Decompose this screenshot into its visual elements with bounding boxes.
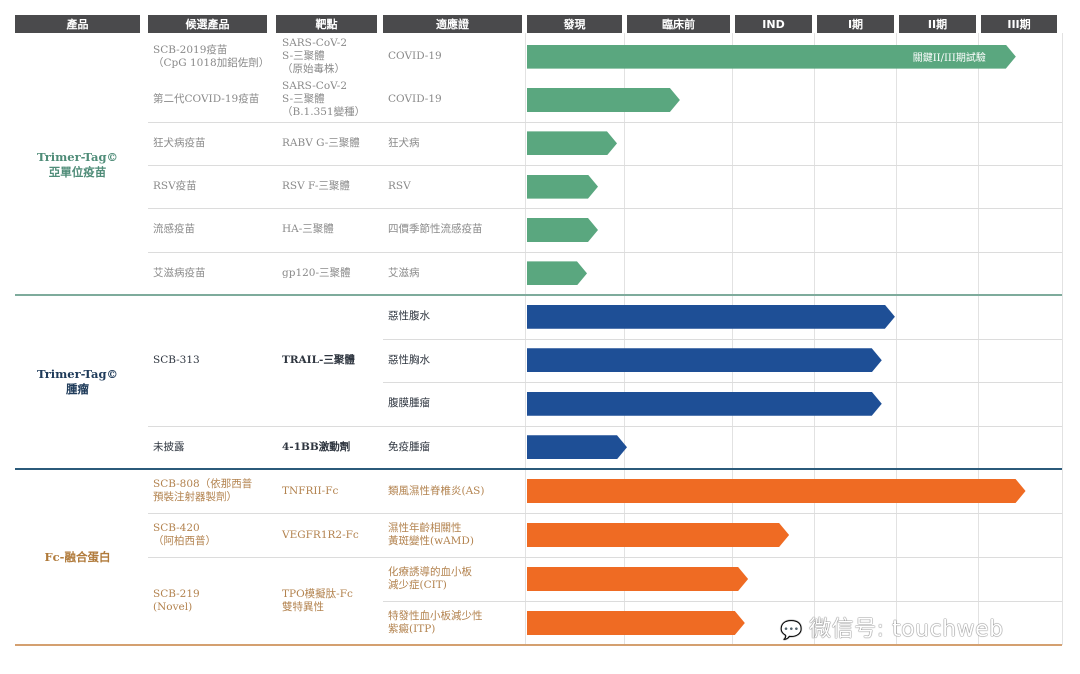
target-name: 4-1BB激動劑 — [282, 440, 351, 453]
target-name: VEGFR1R2-Fc — [282, 528, 359, 541]
wechat-icon: 💬 — [780, 620, 810, 641]
progress-bar — [527, 305, 895, 329]
candidate-name: SCB-420 （阿柏西普） — [153, 522, 216, 547]
indication-name: 惡性腹水 — [388, 310, 430, 323]
group-label: Trimer-Tag© 腫瘤 — [15, 295, 140, 469]
watermark: 💬 微信号: touchweb — [780, 617, 1004, 642]
progress-bar — [527, 567, 748, 591]
group-label-line: Fc-融合蛋白 — [44, 549, 111, 564]
progress-bar — [527, 88, 680, 112]
indication-name: 化療誘導的血小板 減少症(CIT) — [388, 566, 472, 591]
candidate-name: 未披露 — [153, 440, 185, 453]
header-stage: III期 — [981, 15, 1057, 33]
indication-name: 狂犬病 — [388, 136, 420, 149]
target-name: RABV G-三聚體 — [282, 136, 360, 149]
candidate-name: RSV疫苗 — [153, 180, 197, 193]
row-separator — [148, 165, 1062, 166]
indication-name: 四價季節性流感疫苗 — [388, 223, 483, 236]
candidate-name: SCB-2019疫苗 （CpG 1018加鋁佐劑） — [153, 43, 270, 69]
group-label: Fc-融合蛋白 — [15, 469, 140, 645]
indication-name: COVID-19 — [388, 93, 442, 106]
target-name: SARS-CoV-2 S-三聚體 （B.1.351變種） — [282, 80, 366, 119]
indication-name: 腹膜腫瘤 — [388, 397, 430, 410]
target-name: TRAIL-三聚體 — [282, 353, 355, 366]
progress-bar — [527, 479, 1026, 503]
indication-name: 惡性胸水 — [388, 353, 430, 366]
header-product: 產品 — [15, 15, 140, 33]
progress-bar — [527, 611, 745, 635]
indication-name: 特發性血小板減少性 紫癜(ITP) — [388, 610, 483, 635]
progress-bar — [527, 175, 598, 199]
header-stage: II期 — [899, 15, 976, 33]
group-label-line: 亞單位疫苗 — [48, 165, 107, 179]
target-name: gp120-三聚體 — [282, 266, 351, 279]
candidate-name: 狂犬病疫苗 — [153, 136, 206, 149]
progress-bar — [527, 348, 882, 372]
candidate-name: SCB-808（依那西普 預裝注射器製劑） — [153, 478, 253, 503]
indication-name: 艾滋病 — [388, 266, 420, 279]
progress-bar: 關鍵II/III期試驗 — [527, 45, 1016, 69]
indication-separator — [383, 382, 1062, 383]
row-separator — [148, 121, 1062, 123]
row-separator — [148, 251, 1062, 253]
progress-bar — [527, 131, 617, 155]
group-divider — [15, 644, 1062, 646]
progress-bar — [527, 435, 627, 459]
indication-name: 濕性年齡相關性 黃斑變性(wAMD) — [388, 522, 474, 547]
indication-name: 免疫腫瘤 — [388, 440, 430, 453]
group-label-line: Trimer-Tag© — [36, 150, 118, 164]
group-divider — [15, 468, 1062, 470]
group-label-line: Trimer-Tag© — [36, 367, 118, 381]
target-name: TNFRII-Fc — [282, 484, 339, 497]
row-separator — [148, 425, 1062, 427]
header-stage: 臨床前 — [627, 15, 730, 33]
header-indication: 適應證 — [383, 15, 522, 33]
candidate-name: SCB-313 — [153, 353, 200, 366]
progress-bar — [527, 261, 587, 285]
target-name: HA-三聚體 — [282, 223, 334, 236]
group-divider — [15, 294, 1062, 296]
header-stage: 發現 — [527, 15, 622, 33]
candidate-name: 艾滋病疫苗 — [153, 266, 206, 279]
candidate-name: 流感疫苗 — [153, 223, 195, 236]
target-name: RSV F-三聚體 — [282, 180, 350, 193]
header-stage: IND — [735, 15, 812, 33]
indication-name: 類風濕性脊椎炎(AS) — [388, 484, 485, 497]
progress-bar — [527, 218, 598, 242]
candidate-name: SCB-219 (Novel) — [153, 588, 200, 613]
group-label: Trimer-Tag© 亞單位疫苗 — [15, 35, 140, 295]
stage-gridline — [1062, 33, 1063, 645]
row-separator — [148, 557, 1062, 558]
group-label-line: 腫瘤 — [66, 382, 89, 396]
indication-name: COVID-19 — [388, 50, 442, 63]
indication-separator — [383, 601, 1062, 602]
header-target: 靶點 — [276, 15, 377, 33]
target-name: TPO模擬肽-Fc 雙特異性 — [282, 588, 353, 613]
progress-bar — [527, 523, 789, 547]
bar-label: 關鍵II/III期試驗 — [912, 53, 986, 65]
candidate-name: 第二代COVID-19疫苗 — [153, 93, 260, 106]
row-separator — [148, 208, 1062, 210]
indication-separator — [383, 338, 1062, 340]
indication-name: RSV — [388, 180, 411, 193]
header-candidate: 候選產品 — [148, 15, 267, 33]
target-name: SARS-CoV-2 S-三聚體 （原始毒株） — [282, 37, 348, 76]
header-stage: I期 — [817, 15, 894, 33]
row-separator — [148, 513, 1062, 514]
progress-bar — [527, 392, 882, 416]
